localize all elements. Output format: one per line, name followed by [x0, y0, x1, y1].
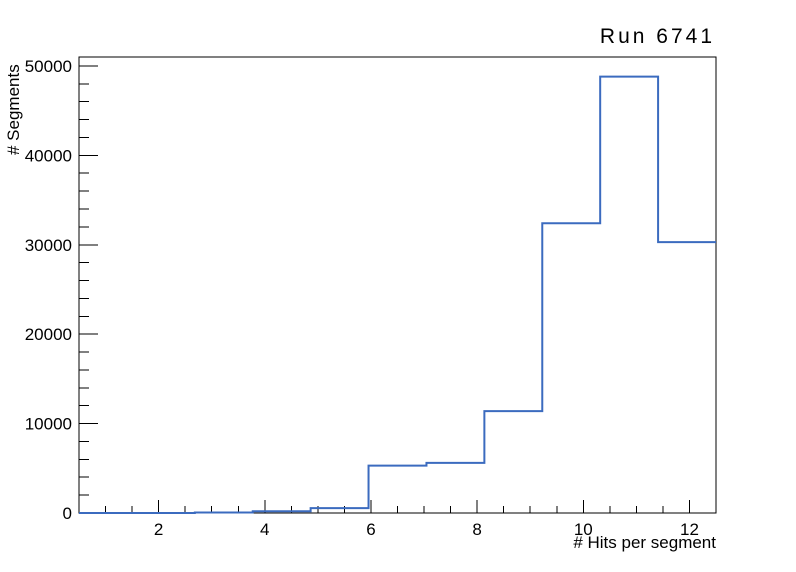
y-tick-label: 0	[63, 504, 72, 523]
x-tick-label: 10	[574, 520, 593, 539]
x-tick-label: 4	[260, 520, 269, 539]
plot-frame	[78, 56, 717, 514]
y-axis-title: # Segments	[4, 64, 23, 155]
y-tick-label: 10000	[25, 415, 72, 434]
y-tick-label: 20000	[25, 325, 72, 344]
x-axis-title: # Hits per segment	[573, 533, 716, 552]
x-tick-label: 6	[366, 520, 375, 539]
x-tick-label: 8	[472, 520, 481, 539]
y-tick-label: 40000	[25, 146, 72, 165]
y-tick-label: 50000	[25, 57, 72, 76]
histogram-line	[79, 75, 716, 514]
chart-title: Run 6741	[599, 25, 715, 48]
x-tick-label: 12	[680, 520, 699, 539]
y-tick-label: 30000	[25, 236, 72, 255]
x-tick-label: 2	[154, 520, 163, 539]
